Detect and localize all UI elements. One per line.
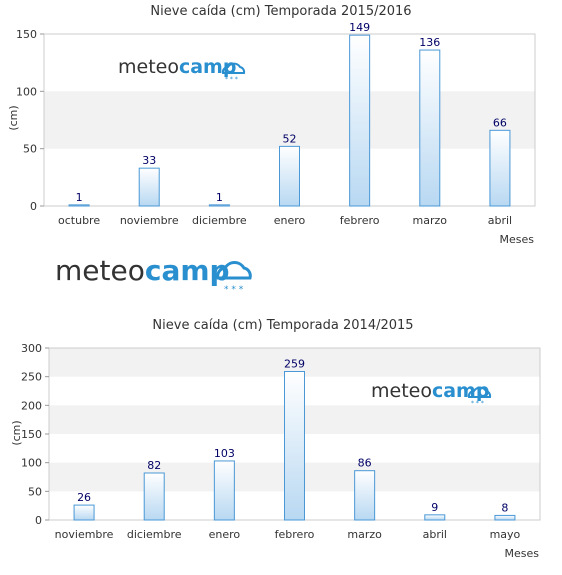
bar: [138, 167, 160, 207]
chart-title: Nieve caída (cm) Temporada 2015/2016: [150, 4, 411, 19]
x-axis-label: Meses: [500, 233, 535, 246]
data-label: 259: [284, 358, 305, 371]
y-tick-label: 150: [21, 428, 42, 441]
logo-light-text: meteo: [371, 380, 432, 402]
x-tick-label: enero: [274, 214, 306, 227]
y-tick-label: 0: [35, 514, 42, 527]
bar: [349, 34, 371, 207]
logo-light-text: meteo: [118, 56, 179, 78]
y-tick-label: 150: [16, 28, 37, 41]
bar: [284, 371, 305, 521]
grid-band: [44, 91, 535, 149]
bar: [213, 460, 235, 521]
svg-text:* * *: * * *: [224, 285, 244, 295]
data-label: 26: [77, 491, 91, 504]
x-tick-label: abril: [488, 214, 512, 227]
logo-light-text: meteo: [55, 254, 145, 287]
data-label: 86: [358, 457, 372, 470]
data-label: 149: [349, 21, 370, 34]
x-tick-label: febrero: [340, 214, 380, 227]
svg-text:* * *: * * *: [225, 76, 238, 83]
bar: [143, 472, 165, 521]
x-tick-label: marzo: [347, 528, 382, 541]
y-axis-ticks: 0 50 100 150 200 250 300: [21, 342, 49, 527]
y-axis-label: (cm): [10, 420, 23, 445]
snow-cloud-icon: * * *: [216, 261, 252, 295]
y-axis-label: (cm): [7, 105, 20, 130]
snow-cloud-icon: * * *: [221, 62, 246, 83]
y-tick-label: 100: [16, 85, 37, 98]
bar: [354, 470, 376, 521]
x-tick-label: noviembre: [120, 214, 179, 227]
data-label: 136: [419, 36, 440, 49]
x-axis-ticks: octubre noviembre diciembre enero febrero mar…: [58, 214, 512, 227]
meteocamp-logo: meteocamp * * *: [371, 380, 492, 407]
bar: [494, 514, 516, 521]
logo-bold-text: camp: [432, 380, 489, 402]
snowfall-chart-2014-2015: Nieve caída (cm) Temporada 2014/2015 0 50…: [10, 318, 541, 560]
x-tick-label: abril: [423, 528, 447, 541]
x-tick-label: noviembre: [55, 528, 114, 541]
x-axis-label: Meses: [505, 547, 540, 560]
logo-bold-text: camp: [145, 254, 230, 287]
data-label: 52: [283, 132, 297, 145]
x-tick-label: mayo: [490, 528, 521, 541]
bar: [419, 49, 441, 207]
data-label: 1: [216, 191, 223, 204]
bars: 1 33 1 52 149 136 66: [68, 21, 511, 207]
y-tick-label: 250: [21, 371, 42, 384]
y-tick-label: 200: [21, 399, 42, 412]
bar: [489, 129, 511, 207]
bar: [68, 204, 90, 207]
x-tick-label: octubre: [58, 214, 100, 227]
x-tick-label: marzo: [413, 214, 448, 227]
data-label: 33: [142, 154, 156, 167]
svg-text:* * *: * * *: [471, 400, 484, 407]
y-axis-ticks: 0 50 100 150: [16, 28, 44, 213]
meteocamp-logo-large: meteocamp * * *: [55, 254, 252, 295]
bar: [279, 145, 300, 207]
svg-text:meteocamp: meteocamp: [118, 56, 236, 78]
data-label: 82: [147, 459, 161, 472]
bar: [208, 204, 230, 207]
y-tick-label: 50: [23, 143, 37, 156]
data-label: 103: [214, 447, 235, 460]
chart-title: Nieve caída (cm) Temporada 2014/2015: [152, 318, 413, 333]
snowfall-chart-2015-2016: Nieve caída (cm) Temporada 2015/2016 0 50…: [7, 4, 536, 246]
x-tick-label: enero: [209, 528, 241, 541]
x-tick-label: febrero: [275, 528, 315, 541]
y-tick-label: 50: [28, 485, 42, 498]
data-label: 8: [501, 501, 508, 514]
x-tick-label: diciembre: [192, 214, 247, 227]
y-tick-label: 0: [30, 200, 37, 213]
x-tick-label: diciembre: [127, 528, 182, 541]
data-label: 1: [76, 191, 83, 204]
meteocamp-logo: meteocamp * * *: [118, 56, 246, 83]
x-axis-ticks: noviembre diciembre enero febrero marzo abril…: [55, 528, 521, 541]
data-label: 9: [431, 501, 438, 514]
bars: 26 82 103 259 86 9 8: [73, 358, 516, 521]
y-tick-label: 300: [21, 342, 42, 355]
grid-bands: [49, 348, 540, 492]
snow-cloud-icon: * * *: [467, 386, 492, 407]
bar: [73, 504, 95, 521]
bar: [424, 514, 446, 521]
data-label: 66: [493, 116, 507, 129]
svg-text:meteocamp: meteocamp: [55, 254, 230, 287]
y-tick-label: 100: [21, 457, 42, 470]
grid-bands: [44, 91, 535, 149]
